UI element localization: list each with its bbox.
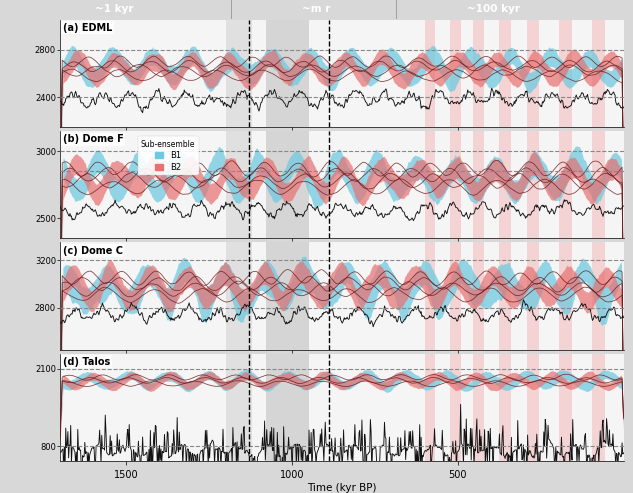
Bar bbox=[226, 353, 253, 461]
Bar bbox=[266, 20, 309, 127]
Bar bbox=[592, 20, 605, 127]
Bar bbox=[592, 353, 605, 461]
Bar bbox=[226, 131, 253, 239]
Bar bbox=[266, 353, 309, 461]
Bar bbox=[527, 20, 539, 127]
Bar bbox=[266, 131, 309, 239]
Bar bbox=[559, 353, 572, 461]
Bar bbox=[449, 353, 461, 461]
Bar bbox=[473, 20, 484, 127]
Text: (a) EDML: (a) EDML bbox=[63, 23, 112, 33]
Bar bbox=[425, 131, 435, 239]
Bar bbox=[425, 353, 435, 461]
Bar bbox=[473, 131, 484, 239]
Bar bbox=[473, 243, 484, 350]
Text: ~100 kyr: ~100 kyr bbox=[467, 4, 520, 14]
Bar bbox=[592, 131, 605, 239]
Bar bbox=[527, 131, 539, 239]
Bar bbox=[449, 131, 461, 239]
Bar bbox=[499, 243, 511, 350]
Bar bbox=[527, 243, 539, 350]
Bar bbox=[592, 243, 605, 350]
Bar bbox=[449, 20, 461, 127]
Text: (c) Dome C: (c) Dome C bbox=[63, 246, 123, 255]
Text: ~1 kyr: ~1 kyr bbox=[95, 4, 133, 14]
Text: (d) Talos: (d) Talos bbox=[63, 357, 110, 367]
X-axis label: Time (kyr BP): Time (kyr BP) bbox=[307, 483, 377, 493]
Bar bbox=[559, 131, 572, 239]
Bar bbox=[499, 131, 511, 239]
Bar bbox=[449, 243, 461, 350]
Bar bbox=[559, 20, 572, 127]
Legend: B1, B2: B1, B2 bbox=[137, 136, 199, 175]
Bar bbox=[226, 243, 253, 350]
Bar bbox=[499, 353, 511, 461]
Bar bbox=[527, 353, 539, 461]
Bar bbox=[499, 20, 511, 127]
Bar bbox=[559, 243, 572, 350]
Bar bbox=[226, 20, 253, 127]
Text: (b) Dome F: (b) Dome F bbox=[63, 134, 123, 144]
Bar bbox=[266, 243, 309, 350]
Text: ~m r: ~m r bbox=[303, 4, 330, 14]
Bar bbox=[473, 353, 484, 461]
Bar bbox=[425, 20, 435, 127]
Bar bbox=[425, 243, 435, 350]
